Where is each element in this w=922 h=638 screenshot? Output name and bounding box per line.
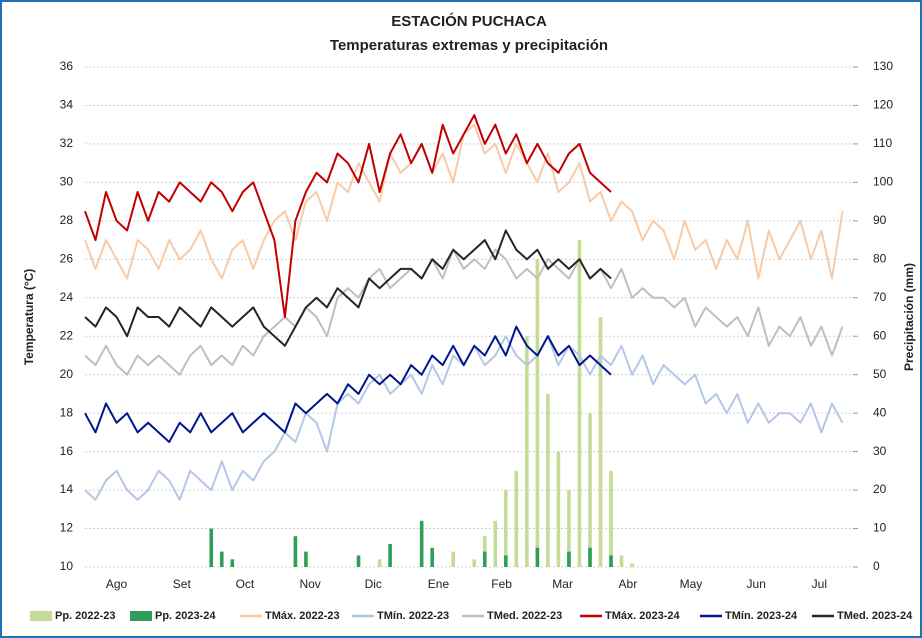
- precip-bar: [514, 470, 519, 567]
- y2-tick-label: 50: [873, 367, 887, 381]
- y2-tick-label: 120: [873, 98, 893, 112]
- y2-tick-label: 10: [873, 521, 887, 535]
- legend-swatch: [30, 611, 52, 621]
- y2-tick-label: 80: [873, 251, 887, 265]
- precip-bar: [588, 413, 592, 567]
- y-tick-label: 24: [60, 290, 74, 304]
- y2-tick-label: 130: [873, 59, 893, 73]
- precip-bar: [377, 559, 382, 567]
- y-tick-label: 20: [60, 367, 74, 381]
- legend-label: Pp. 2022-23: [55, 610, 116, 622]
- legend-swatch: [130, 611, 152, 621]
- temp-line: [84, 248, 844, 376]
- precip-bar: [546, 393, 550, 567]
- precip-bar: [619, 555, 624, 567]
- y-tick-label: 22: [60, 328, 74, 342]
- precip-bar: [588, 547, 592, 567]
- precip-bar: [304, 551, 308, 567]
- precip-bar: [219, 551, 224, 567]
- precip-bar: [525, 336, 529, 567]
- y-tick-label: 32: [60, 136, 74, 150]
- chart-title: ESTACIÓN PUCHACA: [391, 12, 547, 30]
- x-tick-label: Feb: [491, 577, 512, 591]
- y-tick-label: 12: [60, 521, 74, 535]
- precip-bar: [567, 551, 571, 567]
- y-tick-label: 16: [60, 444, 74, 458]
- precip-bar: [630, 563, 634, 567]
- precip-bar: [504, 555, 508, 567]
- legend-label: TMed. 2023-24: [837, 610, 913, 622]
- precip-bar: [493, 520, 498, 567]
- temp-line: [84, 325, 612, 443]
- y2-axis-title: Precipitación (mm): [902, 263, 916, 371]
- x-tick-label: Dic: [365, 577, 382, 591]
- temp-line: [84, 229, 612, 347]
- y2-tick-label: 0: [873, 559, 880, 573]
- precip-bar: [504, 490, 508, 567]
- legend-label: TMín. 2023-24: [725, 610, 798, 622]
- y-tick-label: 36: [60, 59, 74, 73]
- precip-bar: [472, 559, 477, 567]
- precip-bar: [419, 520, 424, 567]
- precip-bar: [230, 559, 235, 567]
- x-tick-label: Mar: [552, 577, 573, 591]
- chart-subtitle: Temperaturas extremas y precipitación: [330, 37, 608, 54]
- x-tick-label: Jul: [812, 577, 827, 591]
- temp-line: [84, 114, 612, 318]
- y-tick-label: 14: [60, 482, 74, 496]
- precip-bar: [609, 470, 613, 567]
- x-tick-label: Oct: [236, 577, 255, 591]
- precip-bar: [567, 490, 571, 567]
- y2-tick-label: 40: [873, 405, 887, 419]
- precip-bar: [209, 528, 214, 567]
- y-tick-label: 28: [60, 213, 74, 227]
- y-tick-label: 26: [60, 251, 74, 265]
- precip-bar: [451, 551, 456, 567]
- y2-tick-label: 90: [873, 213, 887, 227]
- precip-bar: [535, 259, 540, 567]
- y2-tick-label: 100: [873, 175, 893, 189]
- x-tick-label: Jun: [747, 577, 766, 591]
- precip-bar: [356, 555, 361, 567]
- y-tick-label: 10: [60, 559, 74, 573]
- y-tick-label: 18: [60, 405, 74, 419]
- y-tick-label: 34: [60, 98, 74, 112]
- legend-label: TMed. 2022-23: [487, 610, 562, 622]
- y-tick-label: 30: [60, 175, 74, 189]
- legend-label: Pp. 2023-24: [155, 610, 216, 622]
- precip-bar: [577, 240, 582, 568]
- x-tick-label: Ago: [106, 577, 128, 591]
- precip-bar: [609, 555, 613, 567]
- x-tick-label: Set: [173, 577, 192, 591]
- legend-label: TMáx. 2022-23: [265, 610, 340, 622]
- y2-tick-label: 110: [873, 136, 892, 150]
- precip-bar: [598, 317, 603, 567]
- y-axis-title: Temperatura (°C): [22, 269, 36, 366]
- precip-bar: [482, 551, 487, 567]
- y2-tick-label: 30: [873, 444, 887, 458]
- precip-bar: [388, 543, 392, 567]
- x-tick-label: Ene: [428, 577, 450, 591]
- legend-label: TMín. 2022-23: [377, 610, 449, 622]
- y2-tick-label: 20: [873, 482, 887, 496]
- y2-tick-label: 60: [873, 328, 887, 342]
- precip-bar: [556, 451, 561, 567]
- precip-bar: [293, 536, 298, 567]
- precip-bar: [535, 547, 540, 567]
- precip-bar: [430, 547, 434, 567]
- x-tick-label: Nov: [299, 577, 320, 591]
- y2-tick-label: 70: [873, 290, 887, 304]
- x-tick-label: Abr: [619, 577, 638, 591]
- legend-label: TMáx. 2023-24: [605, 610, 680, 622]
- x-tick-label: May: [680, 577, 703, 591]
